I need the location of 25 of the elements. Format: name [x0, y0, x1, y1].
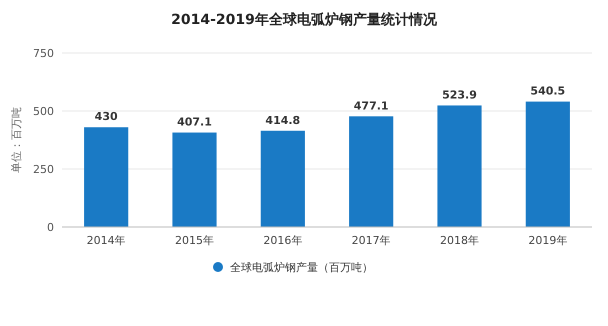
data-label: 414.8 [265, 114, 300, 127]
data-label: 540.5 [530, 84, 566, 98]
data-label: 523.9 [442, 88, 477, 102]
data-label: 477.1 [354, 99, 389, 112]
y-tick-label: 0 [47, 221, 54, 234]
bar [260, 130, 305, 227]
data-label: 407.1 [177, 116, 212, 129]
y-axis-title: 单位：百万吨 [10, 107, 23, 173]
x-tick-label: 2017年 [352, 234, 391, 247]
bar [437, 105, 482, 227]
bar [172, 132, 217, 227]
bar [526, 102, 570, 227]
x-tick-label: 2014年 [86, 234, 126, 247]
y-tick-label: 250 [33, 163, 54, 176]
x-tick-label: 2016年 [263, 234, 302, 247]
bar [84, 127, 128, 227]
bar [349, 116, 394, 227]
y-tick-label: 750 [33, 47, 54, 60]
data-label: 430 [94, 110, 118, 124]
x-tick-label: 2015年 [175, 234, 214, 247]
x-tick-label: 2018年 [440, 234, 479, 247]
y-tick-label: 500 [33, 105, 54, 118]
chart-title: 2014-2019年全球电弧炉钢产量统计情况 [171, 11, 438, 28]
legend-label: 全球电弧炉钢产量（百万吨） [230, 261, 373, 274]
x-tick-label: 2019年 [528, 234, 568, 247]
